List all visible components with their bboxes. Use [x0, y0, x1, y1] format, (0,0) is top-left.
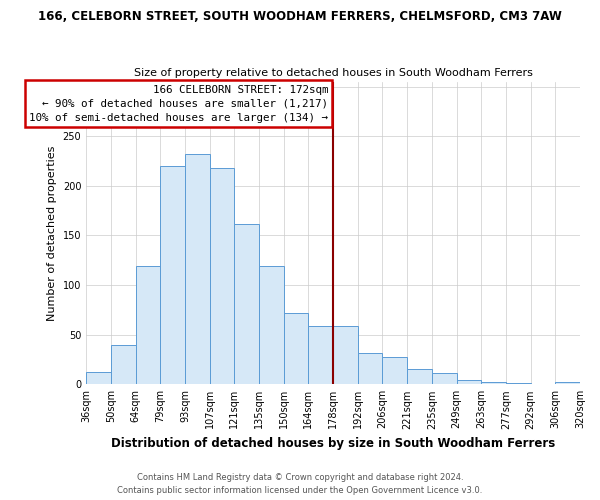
Bar [481, 382, 506, 384]
Bar [556, 382, 580, 384]
Bar [185, 154, 209, 384]
Bar [358, 352, 382, 384]
Bar [432, 374, 457, 384]
Bar [407, 370, 432, 384]
Text: 166, CELEBORN STREET, SOUTH WOODHAM FERRERS, CHELMSFORD, CM3 7AW: 166, CELEBORN STREET, SOUTH WOODHAM FERR… [38, 10, 562, 23]
Text: 166 CELEBORN STREET: 172sqm
← 90% of detached houses are smaller (1,217)
10% of : 166 CELEBORN STREET: 172sqm ← 90% of det… [29, 84, 328, 122]
Bar [136, 266, 160, 384]
Text: Contains HM Land Registry data © Crown copyright and database right 2024.
Contai: Contains HM Land Registry data © Crown c… [118, 474, 482, 495]
Bar [111, 344, 136, 385]
Bar [308, 326, 333, 384]
Bar [259, 266, 284, 384]
Bar [333, 326, 358, 384]
X-axis label: Distribution of detached houses by size in South Woodham Ferrers: Distribution of detached houses by size … [111, 437, 555, 450]
Bar [457, 380, 481, 384]
Title: Size of property relative to detached houses in South Woodham Ferrers: Size of property relative to detached ho… [134, 68, 533, 78]
Y-axis label: Number of detached properties: Number of detached properties [47, 145, 57, 320]
Bar [209, 168, 235, 384]
Bar [160, 166, 185, 384]
Bar [284, 313, 308, 384]
Bar [382, 356, 407, 384]
Bar [86, 372, 111, 384]
Bar [235, 224, 259, 384]
